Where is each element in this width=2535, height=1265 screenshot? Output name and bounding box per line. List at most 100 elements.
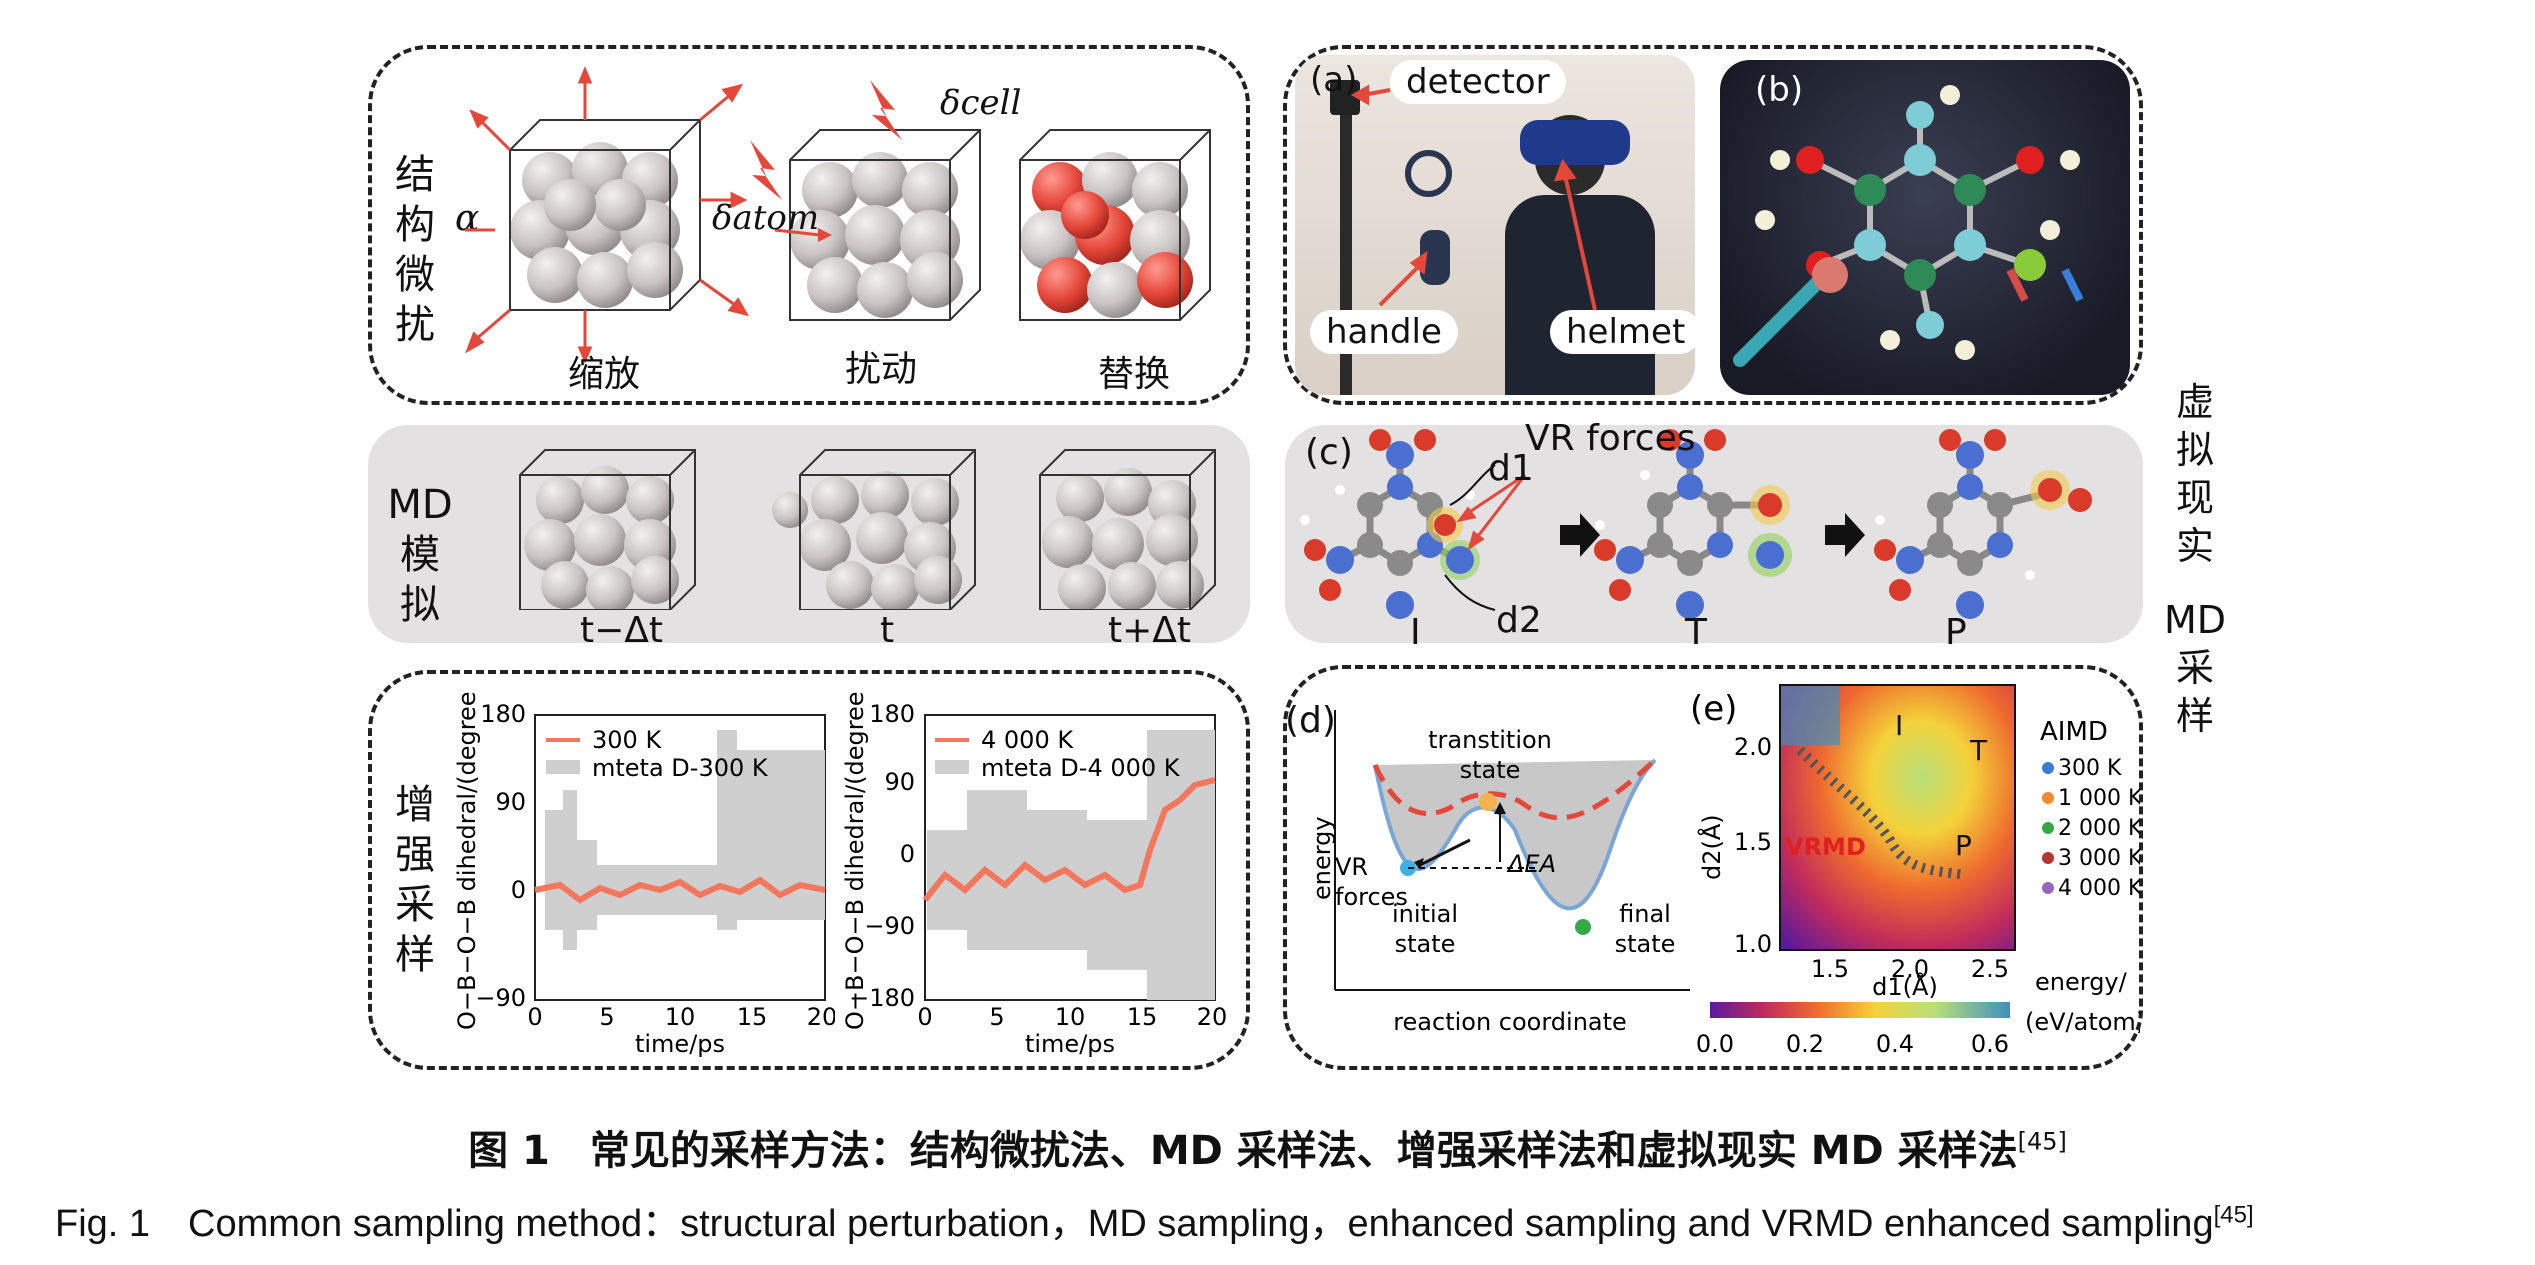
ytick: −90	[475, 984, 526, 1012]
molecule-T	[1594, 429, 1792, 619]
aimd-legend: 300 K 1 000 K 2 000 K 3 000 K 4 000 K	[2042, 756, 2140, 901]
xtick: 2.0	[1891, 955, 1929, 983]
caption-cn-ref: [45]	[2017, 1127, 2067, 1156]
vr-title-0: 虚	[2175, 380, 2214, 424]
plot2-trace	[922, 777, 1216, 902]
energy-well	[1375, 760, 1655, 909]
vr-title-5: 采	[2175, 646, 2214, 690]
cube-perturb	[750, 80, 981, 321]
aimd-1000k: 1 000 K	[2058, 786, 2140, 811]
ytick: 90	[884, 768, 915, 796]
vr-molecule	[1733, 85, 2084, 367]
plot2-legend: 4 000 K mteta D-4 000 K	[935, 726, 1181, 782]
xtick: 5	[599, 1003, 614, 1031]
plot2-ylabel: O−B−O−B dihedral/(degree)	[841, 690, 869, 1030]
energy-curve	[1373, 758, 1657, 911]
replace-label: 替换	[1098, 354, 1171, 395]
vr-molecule-photo: (b)	[1720, 60, 2130, 395]
aimd-title: AIMD	[2040, 717, 2108, 747]
delta-cell-label: δcell	[940, 82, 1021, 123]
plot2-yticks: 180 90 0 −90 −180	[849, 700, 915, 1012]
enhanced-title-text: 增强采样	[395, 782, 435, 978]
molecule-I	[1300, 429, 1496, 619]
heatmap-xticks: 1.5 2.0 2.5	[1811, 955, 2009, 983]
state-I-label: I	[1410, 612, 1421, 653]
heatmap-yticks: 2.0 1.5 1.0	[1734, 733, 1772, 958]
controller-icon	[1405, 150, 1452, 197]
panel-enhanced-sampling	[368, 670, 1250, 1070]
dihedral-plot-300k: O−B−O−B dihedral/(degree) 300 K mteta D-…	[453, 690, 835, 1058]
perturb-title-text: 结构微扰	[395, 152, 435, 348]
energy-unit-1: (eV/atom)	[2025, 1008, 2140, 1036]
vr-title-6: 样	[2175, 694, 2214, 738]
colorbar-ticks: 0.0 0.2 0.4 0.6	[1696, 1030, 2009, 1058]
md-title: MD 模 拟	[385, 480, 455, 630]
final-state-1: state	[1615, 930, 1676, 958]
energy-heatmap: (e) VRMD I T P d2(Å) 2.0 1.5 1.0 1.5 2.0…	[1690, 684, 2140, 1058]
xtick: 15	[737, 1003, 768, 1031]
vr-forces-d-0: VR	[1335, 853, 1368, 881]
ytick: 1.0	[1734, 930, 1772, 958]
cbar-tick: 0.4	[1876, 1030, 1914, 1058]
lightning-icon	[870, 80, 902, 140]
helmet-bubble: helmet	[1550, 310, 1695, 354]
aimd-4000k: 4 000 K	[2058, 876, 2140, 901]
xtick: 2.5	[1971, 955, 2009, 983]
arrow-icon	[1825, 513, 1865, 557]
t-minus-label: t−Δt	[580, 610, 664, 651]
detector-bubble: detector	[1390, 60, 1566, 104]
md-title-2: 拟	[400, 582, 440, 628]
caption-en: Fig. 1 Common sampling method：structural…	[55, 1192, 2505, 1247]
legend-mtetad-4000k: mteta D-4 000 K	[981, 754, 1181, 782]
cube-scale	[465, 66, 750, 364]
d1-label: d1	[1488, 448, 1534, 489]
cbar-tick: 0.6	[1971, 1030, 2009, 1058]
vr-title-4: MD	[2163, 598, 2227, 642]
xtick: 5	[989, 1003, 1004, 1031]
plot2-xlabel: time/ps	[1025, 1030, 1115, 1058]
ytick: −180	[849, 984, 915, 1012]
heatmap-P: P	[1955, 829, 1972, 862]
ytick: 0	[900, 840, 915, 868]
delta-atom-text: δatom	[712, 198, 820, 238]
helmet-icon	[1520, 120, 1630, 165]
caption-en-text: Fig. 1 Common sampling method：structural…	[55, 1203, 2214, 1245]
plot1-trace	[534, 876, 826, 904]
energy-unit-0: energy/	[2035, 968, 2128, 996]
cbar-tick: 0.0	[1696, 1030, 1734, 1058]
xtick: 15	[1127, 1003, 1158, 1031]
md-cubes	[519, 449, 1216, 610]
delta-e-label: ΔEA	[1506, 850, 1556, 878]
helmet-text: helmet	[1566, 312, 1686, 352]
plot1-legend: 300 K mteta D-300 K	[546, 726, 769, 782]
molecule-P	[1874, 429, 2092, 619]
legend-mtetad-300k: mteta D-300 K	[592, 754, 769, 782]
initial-state-0: initial	[1392, 900, 1458, 928]
dihedral-plot-4000k: O−B−O−B dihedral/(degree) 4 000 K mteta …	[841, 690, 1227, 1058]
c-label: (c)	[1305, 432, 1353, 473]
vr-title-1: 拟	[2175, 428, 2214, 472]
xtick: 10	[665, 1003, 696, 1031]
state-P-label: P	[1945, 612, 1967, 653]
d2-axis-label: d2(Å)	[1697, 814, 1726, 880]
caption-cn-text: 图 1 常见的采样方法：结构微扰法、MD 采样法、增强采样法和虚拟现实 MD 采…	[468, 1128, 2018, 1174]
panel-structural-perturbation	[368, 45, 1250, 405]
ytick: 0	[511, 876, 526, 904]
caption-en-ref: [45]	[2213, 1201, 2254, 1229]
plot1-ylabel: O−B−O−B dihedral/(degree)	[453, 690, 481, 1030]
plot2-xticks: 0 5 10 15 20	[917, 1003, 1227, 1031]
plot1-yticks: 180 90 0 −90	[475, 700, 526, 1012]
transition-state-label-0: transtition	[1428, 726, 1552, 754]
a-label: (a)	[1310, 60, 1358, 100]
delta-cell-text: δcell	[940, 83, 1022, 123]
xtick: 0	[527, 1003, 542, 1031]
enhanced-title: 增强采样	[390, 780, 440, 980]
biased-curve	[1372, 758, 1657, 821]
md-title-1: 模	[400, 532, 440, 578]
cube-replace	[1019, 129, 1211, 321]
d-label: (d)	[1285, 700, 1336, 741]
xtick: 20	[807, 1003, 835, 1031]
state-T-label: T	[1685, 612, 1707, 653]
ytick: 90	[495, 788, 526, 816]
vr-user-photo: (a) detector handle helmet	[1295, 55, 1695, 395]
